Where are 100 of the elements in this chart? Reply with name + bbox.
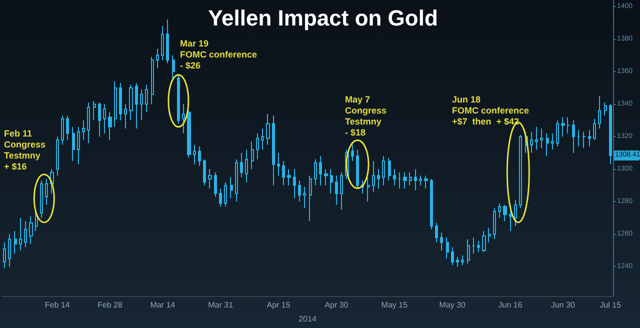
candlestick: [551, 132, 554, 150]
candlestick: [324, 168, 328, 186]
x-tick-label: Apr 30: [324, 300, 349, 310]
candlestick: [24, 220, 27, 248]
x-tick-label: Jun 30: [550, 300, 576, 310]
candlestick: [609, 104, 612, 165]
x-tick-label: May 30: [439, 300, 466, 310]
candlestick: [514, 200, 517, 227]
candlestick: [235, 158, 238, 202]
candlestick: [45, 178, 48, 206]
candlestick: [3, 242, 6, 269]
candlestick: [535, 126, 538, 150]
candlestick: [451, 246, 454, 266]
candlestick: [177, 74, 180, 124]
candlestick: [87, 102, 90, 144]
candlestick: [456, 256, 459, 268]
candlestick: [598, 95, 601, 129]
candlestick: [540, 128, 543, 148]
candlestick: [351, 144, 354, 162]
candlestick: [245, 149, 248, 183]
candlestick: [593, 118, 596, 140]
candlestick: [293, 168, 296, 199]
candlestick: [430, 178, 433, 230]
candlestick: [224, 182, 227, 208]
candlestick: [135, 82, 138, 129]
candlestick: [356, 149, 359, 190]
candlestick: [119, 82, 122, 121]
candlestick: [114, 80, 117, 128]
candlestick: [124, 104, 127, 129]
candlestick: [498, 202, 501, 218]
candlestick: [604, 102, 607, 116]
candlestick: [403, 172, 407, 190]
candlestick: [198, 146, 201, 166]
candlestick: [251, 140, 254, 170]
candlestick: [108, 112, 112, 140]
candlestick: [393, 168, 396, 186]
candlestick: [435, 222, 438, 243]
candlestick: [103, 104, 106, 134]
candlestick: [461, 254, 464, 266]
candlestick: [35, 210, 38, 232]
candlestick: [214, 172, 217, 198]
candlestick: [219, 188, 222, 208]
candlestick: [446, 236, 449, 260]
candlestick: [203, 158, 206, 186]
candlestick: [519, 134, 522, 209]
candlestick: [61, 114, 64, 146]
candlestick: [382, 156, 385, 186]
candlestick: [129, 84, 133, 121]
x-axis-title: 2014: [298, 314, 317, 324]
candlestick: [572, 120, 575, 154]
candlestick: [151, 56, 154, 105]
candlestick: [182, 104, 185, 134]
candlestick: [477, 240, 480, 253]
candlestick: [577, 130, 580, 147]
candlestick: [66, 114, 69, 140]
candlestick: [440, 232, 443, 251]
candlestick: [335, 175, 338, 206]
candlestick: [509, 209, 512, 232]
candlestick: [93, 100, 96, 121]
candlestick: [40, 180, 43, 218]
candlestick: [140, 88, 143, 121]
x-tick-label: Jun 16: [498, 300, 523, 310]
candlestick: [319, 156, 322, 186]
candlestick: [230, 176, 233, 199]
x-tick-label: Feb 28: [98, 300, 123, 310]
annotation: May 7 Congress Testmny - $18: [345, 94, 387, 138]
candlestick: [588, 130, 591, 147]
x-tick-label: Apr 15: [266, 300, 291, 310]
x-tick-label: Jul 15: [600, 300, 622, 310]
candlestick: [377, 168, 380, 190]
candlestick: [272, 114, 275, 186]
candlestick: [277, 152, 280, 176]
annotation: Mar 19 FOMC conference - $26: [180, 38, 258, 70]
candlestick: [309, 175, 312, 222]
candlestick: [72, 126, 75, 162]
candlestick: [208, 168, 212, 190]
candlestick: [14, 230, 17, 254]
candlestick: [193, 144, 196, 165]
candlestick: [582, 131, 586, 148]
candlestick: [145, 84, 148, 113]
candlestick: [482, 230, 486, 253]
candlestick: [467, 238, 470, 264]
candlestick: [298, 180, 301, 202]
candlestick: [8, 234, 11, 268]
chart-title: Yellen Impact on Gold: [208, 6, 438, 30]
candlestick: [493, 208, 496, 240]
candlestick: [472, 236, 475, 254]
candlestick: [19, 217, 22, 251]
candlestick: [372, 160, 375, 192]
candlestick: [503, 204, 507, 222]
candlestick: [156, 48, 159, 69]
candlestick: [419, 175, 422, 186]
candlestick: [367, 176, 370, 202]
candlestick: [414, 168, 417, 191]
annotation: Feb 11 Congress Testmny + $16: [4, 128, 46, 172]
candlestick: [398, 172, 401, 190]
candlestick: [82, 120, 85, 140]
candlestick: [56, 136, 59, 176]
candlestick: [50, 168, 54, 194]
candlestick: [314, 158, 317, 186]
